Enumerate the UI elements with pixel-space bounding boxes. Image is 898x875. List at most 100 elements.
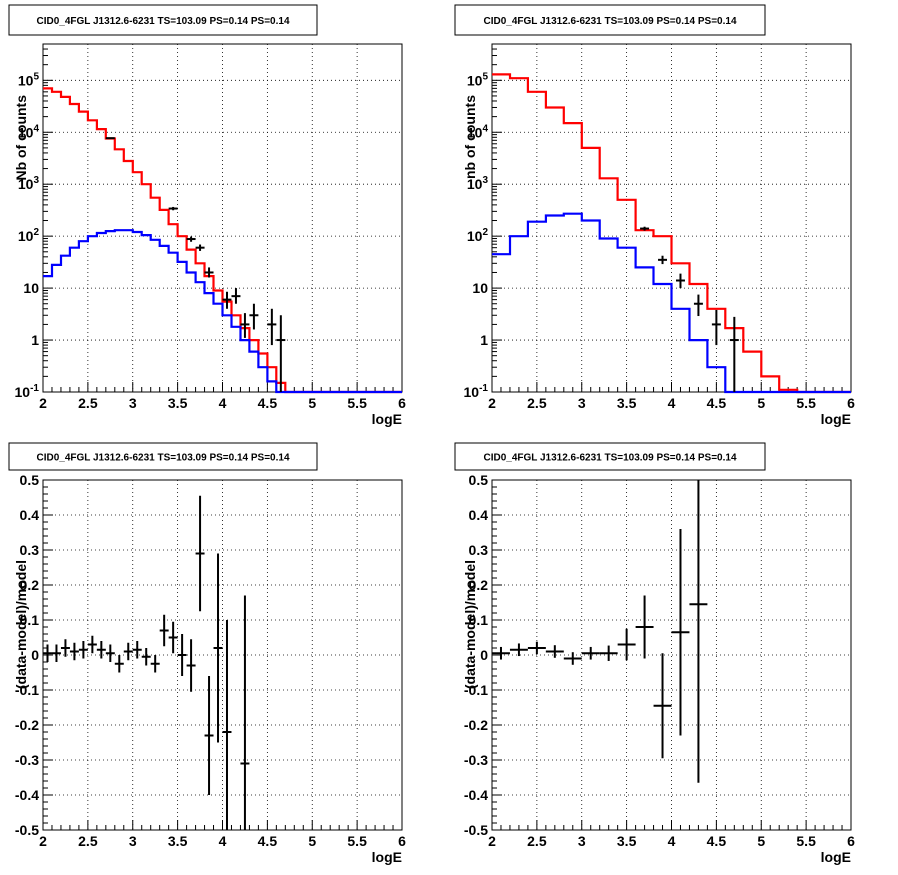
y-tick-label: -0.4 <box>464 787 488 803</box>
x-tick-label: 3.5 <box>617 395 637 411</box>
residual-point <box>186 639 196 692</box>
residual-point <box>617 628 636 661</box>
y-tick-label: 0.3 <box>469 542 489 558</box>
y-tick-label: 10 <box>23 280 39 296</box>
x-tick-label: 4 <box>668 395 676 411</box>
x-ticks <box>42 382 403 392</box>
residual-point <box>671 529 690 736</box>
residual-point <box>527 641 546 655</box>
data-point <box>105 137 115 140</box>
data-point <box>658 255 668 265</box>
y-ticks <box>43 479 53 831</box>
model-total-line <box>492 73 851 394</box>
x-tick-label: 4.5 <box>707 395 727 411</box>
x-axis-label: logE <box>821 849 851 865</box>
y-tick-label: 0 <box>480 647 488 663</box>
y-tick-label: 0.4 <box>469 507 489 523</box>
y-tick-label: -0.2 <box>464 717 488 733</box>
residual-point <box>51 644 61 662</box>
data-point <box>240 313 250 338</box>
residual-point <box>635 595 654 659</box>
x-tick-label: 5.5 <box>796 395 816 411</box>
x-tick-label: 5 <box>757 395 765 411</box>
y-tick-label: 0.5 <box>469 472 489 488</box>
x-tick-label: 2 <box>39 395 47 411</box>
data-point <box>186 236 196 242</box>
x-tick-label: 5.5 <box>347 833 367 849</box>
chart-title-box: CID0_4FGL J1312.6-6231 TS=103.09 PS=0.14… <box>454 442 766 471</box>
x-tick-label: 5 <box>757 833 765 849</box>
panel-residuals-right: CID0_4FGL J1312.6-6231 TS=103.09 PS=0.14… <box>454 442 855 865</box>
chart-title-box: CID0_4FGL J1312.6-6231 TS=103.09 PS=0.14… <box>8 442 318 471</box>
y-tick-label: 105 <box>18 71 40 88</box>
y-tick-label: 1 <box>480 332 488 348</box>
y-tick-label: 0.2 <box>469 577 489 593</box>
residual-point <box>545 645 564 658</box>
chart-title-box: CID0_4FGL J1312.6-6231 TS=103.09 PS=0.14… <box>454 4 766 36</box>
data-point <box>675 273 685 289</box>
x-tick-label: 3 <box>129 395 137 411</box>
residual-point <box>132 641 142 659</box>
y-tick-label: -0.1 <box>464 682 488 698</box>
residual-point <box>87 635 97 654</box>
model-source-line <box>43 229 402 394</box>
residual-point <box>114 655 124 673</box>
y-tick-label: -0.5 <box>15 822 39 838</box>
data-point <box>276 315 286 392</box>
title-frame <box>454 4 766 36</box>
x-tick-label: 6 <box>847 395 855 411</box>
y-tick-label: 0.1 <box>469 612 489 628</box>
y-tick-label: 102 <box>18 227 40 244</box>
residual-point <box>150 655 160 673</box>
x-tick-label: 6 <box>847 833 855 849</box>
y-tick-label: -0.5 <box>464 822 488 838</box>
y-ticks <box>492 43 502 393</box>
data-point <box>249 303 259 330</box>
y-tick-label: 10 <box>472 280 488 296</box>
x-tick-label: 4.5 <box>707 833 727 849</box>
x-tick-label: 2 <box>488 395 496 411</box>
residual-point <box>599 645 618 661</box>
x-tick-label: 4 <box>219 833 227 849</box>
y-tick-label: 0.2 <box>20 577 40 593</box>
y-tick-label: 10-1 <box>464 383 489 400</box>
x-axis-label: logE <box>372 411 402 427</box>
x-tick-label: 6 <box>398 833 406 849</box>
chart-title-box: CID0_4FGL J1312.6-6231 TS=103.09 PS=0.14… <box>8 4 318 36</box>
x-tick-label: 2.5 <box>78 833 98 849</box>
data-point <box>729 316 739 392</box>
title-frame <box>8 4 318 36</box>
y-axis-label: (data-model)/model <box>13 560 29 689</box>
x-tick-label: 3 <box>129 833 137 849</box>
residual-point <box>78 641 88 659</box>
residual-point <box>492 646 510 660</box>
y-tick-label: 0.5 <box>20 472 40 488</box>
x-tick-label: 2.5 <box>527 833 547 849</box>
x-tick-label: 4 <box>219 395 227 411</box>
x-tick-label: 3.5 <box>168 833 188 849</box>
y-tick-label: 0.3 <box>20 542 40 558</box>
data-point <box>711 309 721 346</box>
residual-point <box>60 639 70 657</box>
x-tick-label: 4.5 <box>258 395 278 411</box>
residual-point <box>689 480 708 783</box>
x-tick-label: 4 <box>668 833 676 849</box>
chart-title: CID0_4FGL J1312.6-6231 TS=103.09 PS=0.14… <box>483 16 736 27</box>
y-tick-label: 0 <box>31 647 39 663</box>
y-tick-label: 105 <box>467 71 489 88</box>
x-tick-label: 5 <box>308 833 316 849</box>
y-axis-label: nb of counts <box>462 95 478 179</box>
residual-point <box>213 553 223 743</box>
residual-point <box>159 614 169 647</box>
x-tick-label: 2.5 <box>78 395 98 411</box>
x-tick-label: 5.5 <box>796 833 816 849</box>
y-tick-label: 103 <box>467 175 489 192</box>
data-point <box>231 288 241 304</box>
x-tick-label: 3.5 <box>617 833 637 849</box>
x-axis-label: logE <box>372 849 402 865</box>
residual-point <box>222 620 232 830</box>
chart-title: CID0_4FGL J1312.6-6231 TS=103.09 PS=0.14… <box>36 453 289 464</box>
chart-title: CID0_4FGL J1312.6-6231 TS=103.09 PS=0.14… <box>36 16 289 27</box>
x-tick-label: 3.5 <box>168 395 188 411</box>
